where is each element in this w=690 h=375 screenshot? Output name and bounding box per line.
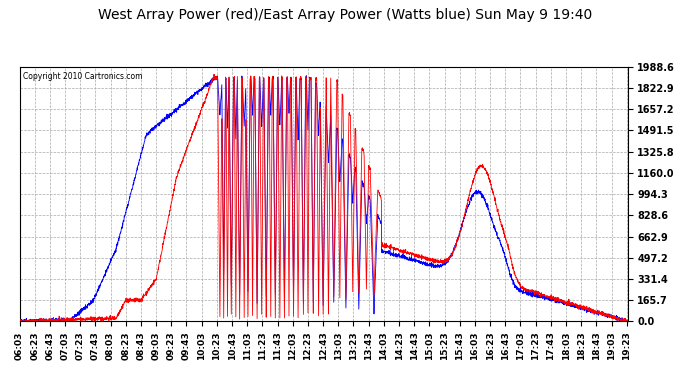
Text: Copyright 2010 Cartronics.com: Copyright 2010 Cartronics.com — [23, 72, 142, 81]
Text: West Array Power (red)/East Array Power (Watts blue) Sun May 9 19:40: West Array Power (red)/East Array Power … — [98, 8, 592, 21]
